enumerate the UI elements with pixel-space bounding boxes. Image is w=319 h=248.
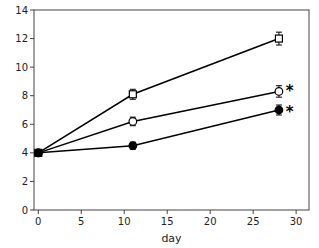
- data-point: [129, 142, 137, 150]
- x-tick-label: 30: [290, 216, 303, 227]
- x-tick-label: 25: [247, 216, 260, 227]
- annotation: *: [286, 82, 294, 100]
- data-point: [129, 91, 136, 98]
- y-tick: [30, 38, 34, 39]
- error-cap: [276, 45, 282, 46]
- error-bar: [130, 89, 136, 99]
- data-point: [275, 106, 283, 114]
- x-tick-label: 15: [161, 216, 174, 227]
- y-tick: [30, 152, 34, 153]
- y-tick: [30, 67, 34, 68]
- x-tick: [167, 210, 168, 214]
- x-axis-label: day: [161, 232, 182, 245]
- y-tick-label: 6: [22, 119, 28, 130]
- y-tick-label: 12: [15, 33, 28, 44]
- x-tick: [81, 210, 82, 214]
- data-point: [34, 149, 42, 157]
- error-cap: [130, 99, 136, 100]
- data-point: [35, 149, 42, 156]
- series-line: [38, 110, 279, 153]
- error-bar: [130, 142, 136, 149]
- chart-svg: 0 5 10 15 20 25 30 0 2 4 6 8 10 12 14 day * *: [0, 0, 319, 248]
- x-tick: [253, 210, 254, 214]
- data-point: [275, 88, 283, 96]
- x-tick-label: 10: [118, 216, 131, 227]
- error-cap: [276, 105, 282, 106]
- data-point: [275, 35, 282, 42]
- y-tick: [30, 210, 34, 211]
- x-tick-label: 5: [78, 216, 84, 227]
- error-bar: [276, 105, 282, 115]
- data-point: [129, 118, 137, 126]
- y-tick: [30, 95, 34, 96]
- x-tick-label: 20: [204, 216, 217, 227]
- x-tick: [38, 210, 39, 214]
- y-tick-label: 8: [22, 90, 28, 101]
- x-tick: [296, 210, 297, 214]
- y-tick-label: 14: [15, 5, 28, 16]
- annotation: *: [286, 103, 294, 121]
- series-line: [38, 91, 279, 152]
- y-tick: [30, 181, 34, 182]
- y-tick: [30, 10, 34, 11]
- error-bar: [276, 32, 282, 45]
- error-cap: [276, 97, 282, 98]
- y-tick-label: 2: [22, 176, 28, 187]
- error-bar: [130, 117, 136, 126]
- series-line: [38, 39, 279, 153]
- y-tick: [30, 124, 34, 125]
- chart-container: 0 5 10 15 20 25 30 0 2 4 6 8 10 12 14 day * *: [0, 0, 319, 248]
- x-tick: [124, 210, 125, 214]
- y-tick-label: 10: [15, 62, 28, 73]
- data-point: [34, 149, 42, 157]
- y-tick-label: 4: [22, 147, 28, 158]
- error-cap: [276, 85, 282, 86]
- x-tick-label: 0: [35, 216, 41, 227]
- error-cap: [276, 32, 282, 33]
- plot-data: [34, 32, 282, 157]
- x-tick: [210, 210, 211, 214]
- error-bar: [276, 86, 282, 97]
- y-tick-label: 0: [22, 205, 28, 216]
- plot-frame: [34, 10, 309, 210]
- error-cap: [130, 89, 136, 90]
- error-cap: [276, 115, 282, 116]
